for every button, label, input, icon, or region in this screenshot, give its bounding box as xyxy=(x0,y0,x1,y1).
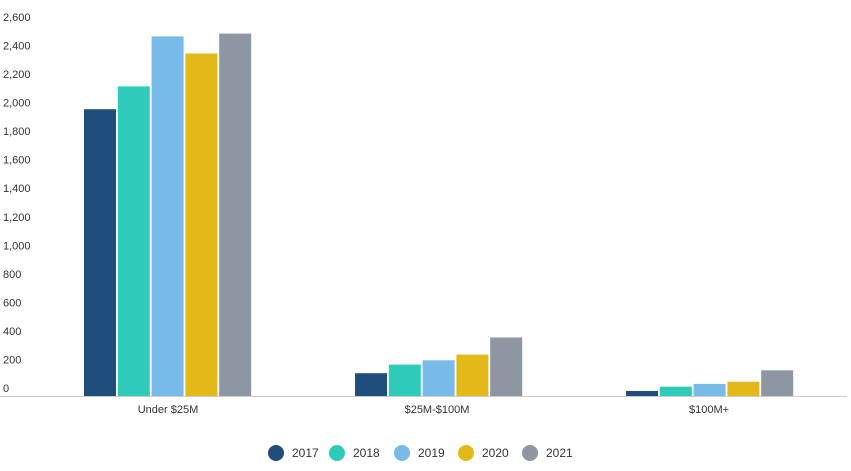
y-tick-label: 1,000 xyxy=(3,240,31,252)
bar-2020-2[interactable] xyxy=(727,381,760,396)
y-tick-label: 2,600 xyxy=(3,12,31,24)
legend: 2017 2018 2019 2020 2021 xyxy=(268,445,573,461)
bar-2021-0[interactable] xyxy=(219,33,252,396)
y-tick-label: 0 xyxy=(3,383,9,395)
bar-2017-2[interactable] xyxy=(626,391,658,396)
bar-2017-0[interactable] xyxy=(84,109,116,396)
y-tick-label: 800 xyxy=(3,269,21,281)
bar-2021-1[interactable] xyxy=(490,337,523,397)
legend-marker xyxy=(394,445,410,461)
y-tick-label: 1,800 xyxy=(3,126,31,138)
legend-label: 2019 xyxy=(418,446,445,460)
legend-marker xyxy=(458,445,474,461)
bar-2017-1[interactable] xyxy=(355,373,387,396)
y-tick-label: 1,600 xyxy=(3,155,31,167)
y-axis-tick-labels: 0 200 400 600 800 1,000 1,200 1,400 1,600 1,800 2,… xyxy=(3,12,31,395)
x-category-label: $25M-$100M xyxy=(405,404,470,416)
legend-label: 2020 xyxy=(482,446,509,460)
y-tick-label: 2,400 xyxy=(3,41,31,53)
x-category-label: $100M+ xyxy=(689,404,729,416)
y-tick-label: 200 xyxy=(3,354,21,366)
y-tick-label: 1,400 xyxy=(3,183,31,195)
x-category-label: Under $25M xyxy=(138,404,199,416)
y-tick-label: 2,000 xyxy=(3,98,31,110)
bar-2018-0[interactable] xyxy=(117,86,150,397)
bar-2018-1[interactable] xyxy=(388,364,421,396)
y-tick-label: 600 xyxy=(3,297,21,309)
legend-item-2019[interactable]: 2019 xyxy=(394,445,445,461)
bar-2020-1[interactable] xyxy=(456,354,489,396)
legend-label: 2018 xyxy=(353,446,380,460)
y-tick-label: 400 xyxy=(3,326,21,338)
bar-2018-2[interactable] xyxy=(659,386,692,396)
legend-item-2020[interactable]: 2020 xyxy=(458,445,509,461)
bars-group xyxy=(84,33,794,397)
y-tick-label: 1,200 xyxy=(3,212,31,224)
legend-item-2018[interactable]: 2018 xyxy=(329,445,380,461)
bar-2019-2[interactable] xyxy=(693,383,726,396)
bar-2021-2[interactable] xyxy=(761,370,794,396)
legend-label: 2021 xyxy=(546,446,573,460)
legend-item-2017[interactable]: 2017 xyxy=(268,445,319,461)
bar-2019-1[interactable] xyxy=(422,360,455,396)
legend-marker xyxy=(522,445,538,461)
bar-2019-0[interactable] xyxy=(151,36,184,397)
legend-label: 2017 xyxy=(292,446,319,460)
x-axis-category-labels: Under $25M $25M-$100M $100M+ xyxy=(138,404,729,416)
legend-item-2021[interactable]: 2021 xyxy=(522,445,573,461)
bar-2020-0[interactable] xyxy=(185,53,218,397)
y-tick-label: 2,200 xyxy=(3,69,31,81)
legend-marker xyxy=(329,445,345,461)
legend-marker xyxy=(268,445,284,461)
